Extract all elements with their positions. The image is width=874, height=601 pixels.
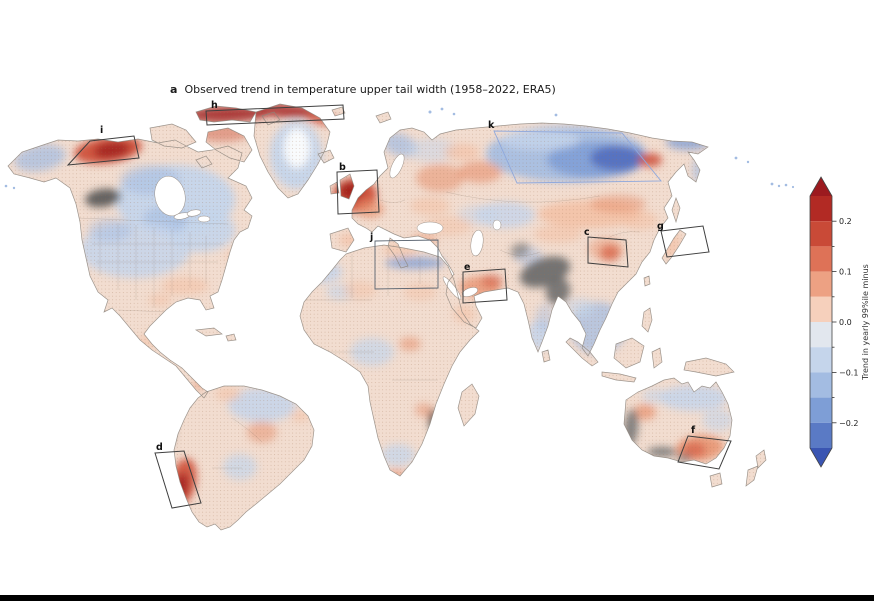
colorbar: 0.2 0.1 0.0 −0.1 −0.2 Trend in yearly 99… [809,176,870,468]
colorbar-ticks [832,220,837,424]
region-label-b: b [339,162,346,173]
small-islands [4,107,795,190]
colorbar-segment [810,271,832,297]
colorbar-arrow-top [810,177,832,196]
region-label-h: h [211,100,218,111]
colorbar-tick-label: −0.1 [839,368,858,377]
colorbar-segment [810,397,832,423]
region-label-c: c [584,227,590,238]
region-label-i: i [100,125,103,136]
colorbar-outline [809,176,833,468]
region-box-e [462,268,508,304]
colorbar-segment [810,221,832,247]
region-box-b [336,169,380,215]
region-box-i [66,135,140,166]
colorbar-segment [810,422,832,448]
colorbar-segment [810,372,832,398]
region-box-j [374,239,439,290]
country-borders [77,191,641,469]
region-label-g: g [657,221,664,232]
region-label-d: d [156,442,163,453]
region-box-c [587,236,629,268]
region-box-h [205,104,345,126]
region-box-k [493,130,662,184]
region-box-g [660,225,710,258]
colorbar-tick-label: 0.0 [839,318,852,327]
colorbar-segment [810,322,832,348]
colorbar-tick-label: −0.2 [839,419,858,428]
colorbar-segment [810,196,832,222]
region-label-e: e [464,262,470,273]
figure-title-text: Observed trend in temperature upper tail… [184,83,555,96]
region-boxes [66,104,732,509]
figure-title: a Observed trend in temperature upper tai… [170,83,556,96]
region-box-f [677,435,732,470]
region-labels: b c d e f g h i j k [100,100,696,453]
region-label-f: f [691,425,696,436]
colorbar-arrow-bottom [810,448,832,467]
colorbar-segment [810,296,832,322]
colorbar-axis-label: Trend in yearly 99%ile minus [861,264,870,381]
colorbar-tick-label: 0.2 [839,217,852,226]
bottom-black-bar [0,595,874,601]
colorbar-tick-label: 0.1 [839,268,852,277]
region-label-j: j [369,232,373,243]
region-box-d [154,450,202,509]
panel-letter: a [170,83,177,96]
region-label-k: k [488,120,495,131]
colorbar-segment [810,246,832,272]
inland-water [154,153,502,300]
colorbar-segment [810,347,832,373]
